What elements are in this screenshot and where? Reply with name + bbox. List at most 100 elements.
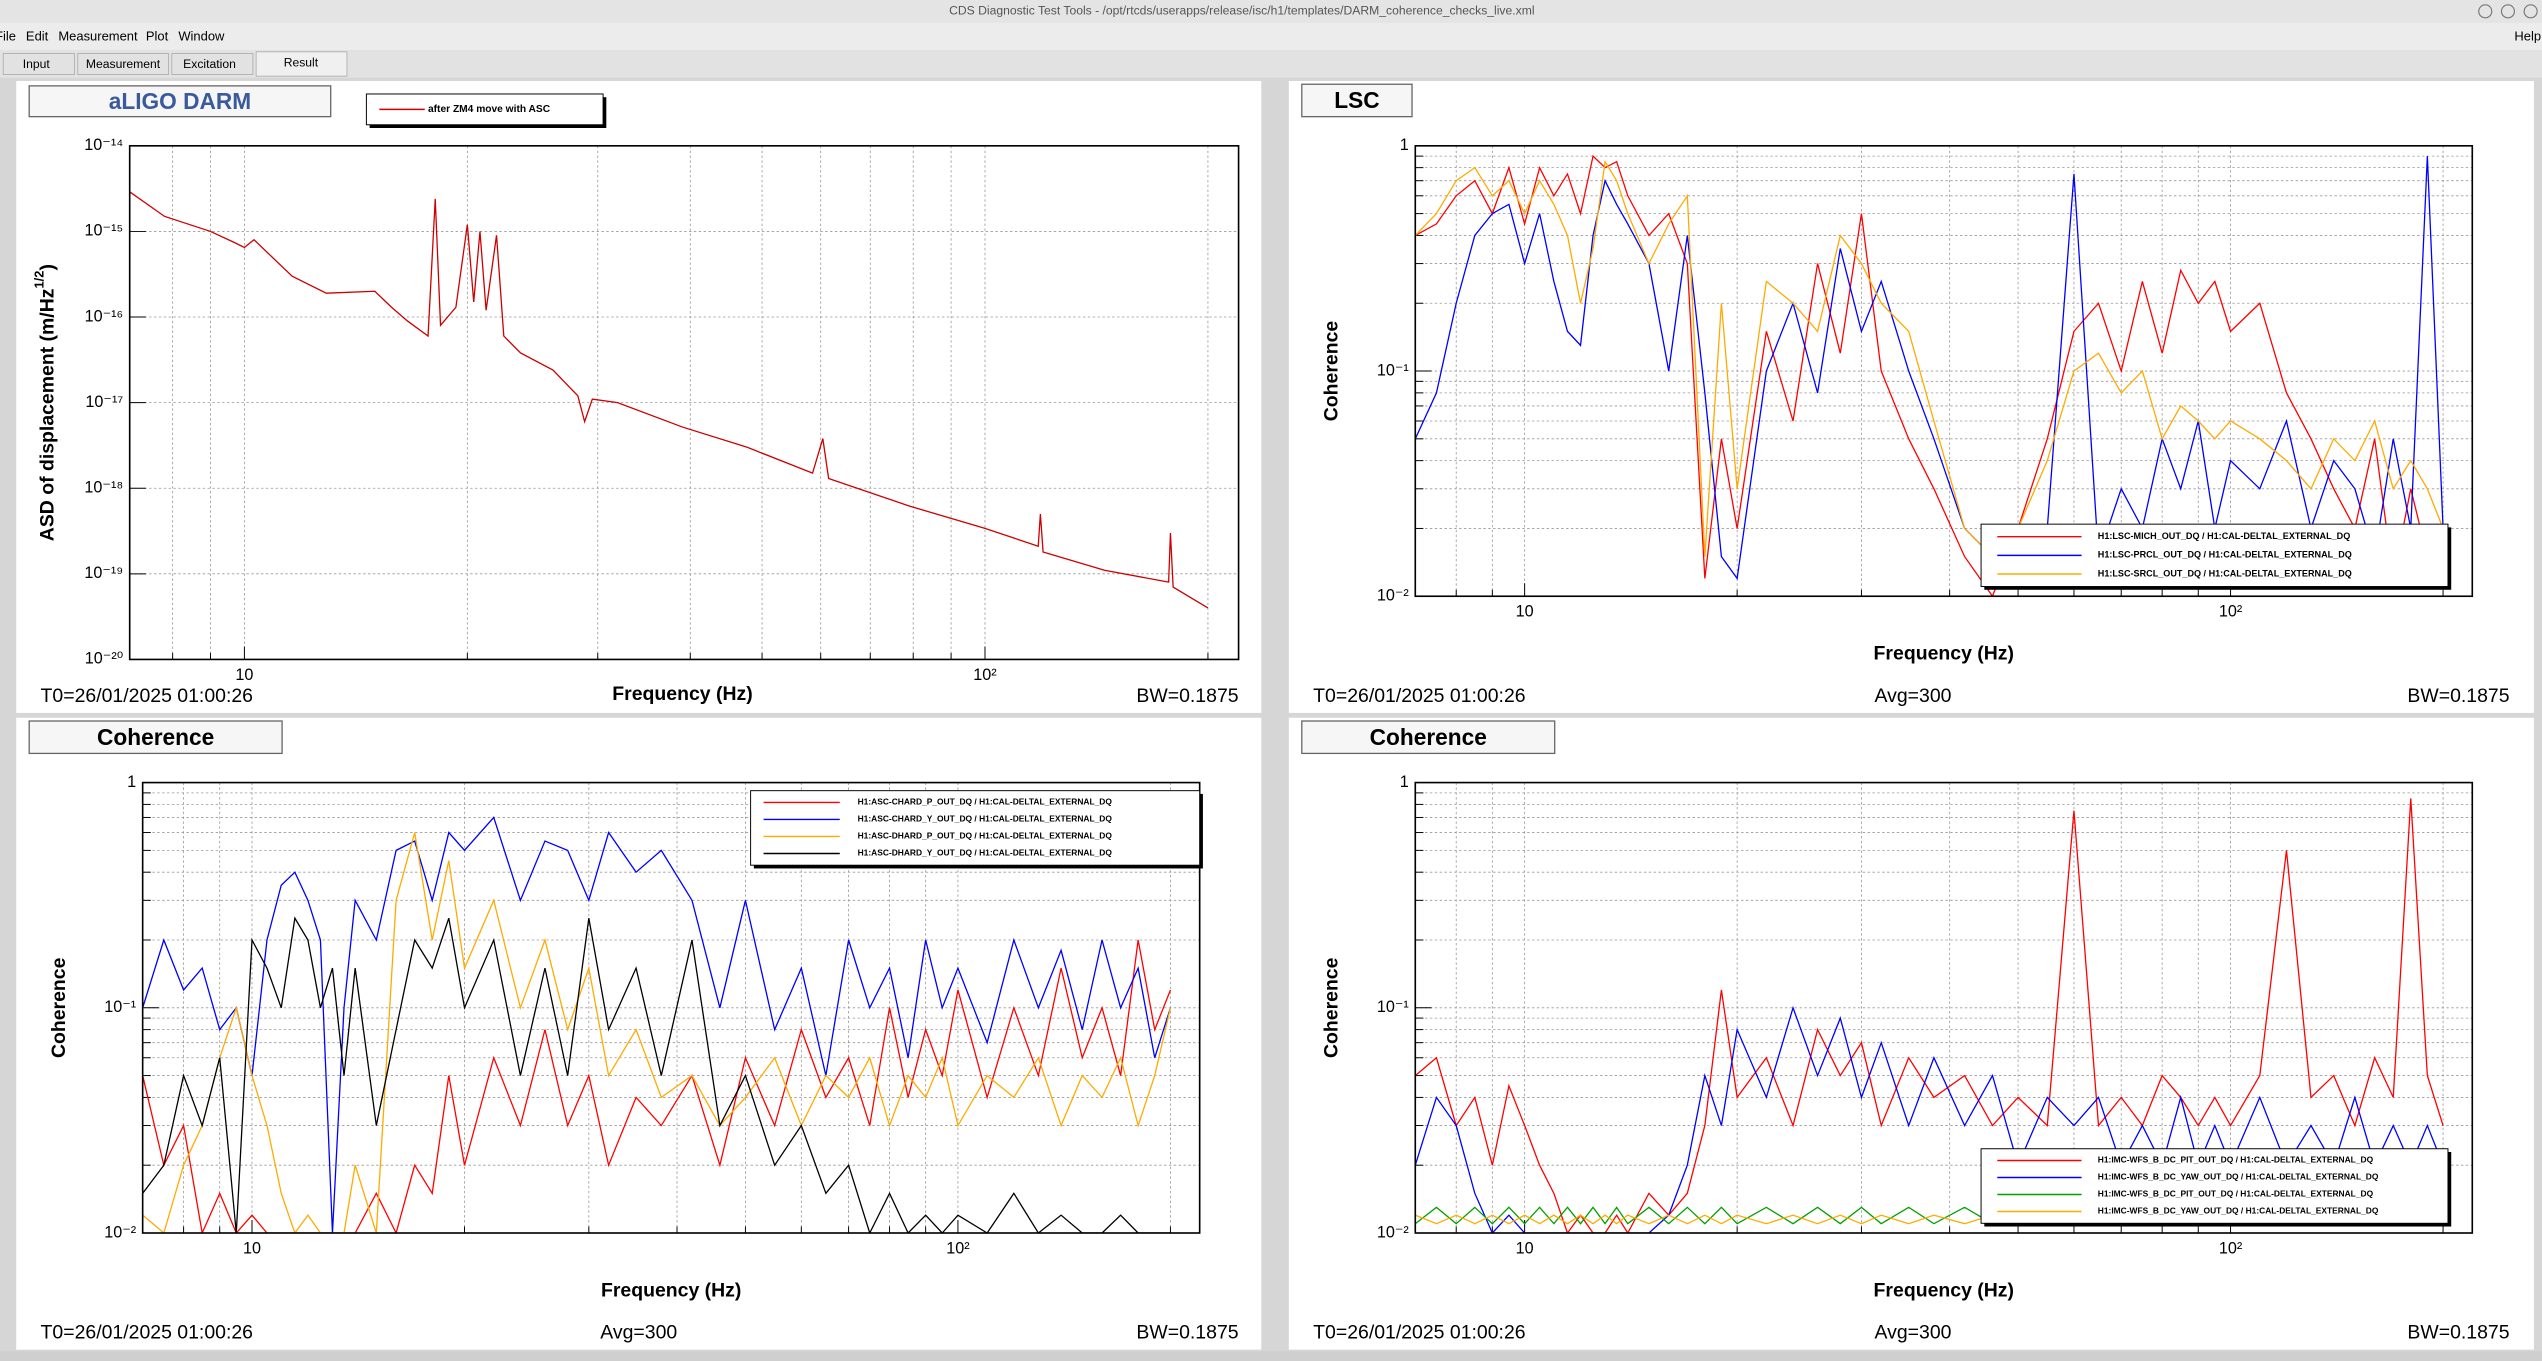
footer-bw: BW=0.1875	[1136, 685, 1238, 707]
menu-item[interactable]: Edit	[26, 29, 49, 44]
legend-label: H1:IMC-WFS_B_DC_PIT_OUT_DQ / H1:CAL-DELT…	[2098, 1189, 2374, 1199]
minimize-button[interactable]	[2478, 4, 2493, 19]
y-tick-label: 1	[127, 773, 136, 791]
tab[interactable]	[77, 53, 170, 75]
chart-title: LSC	[1334, 87, 1379, 113]
y-tick-label: 10⁻¹	[104, 998, 137, 1016]
x-tick-label: 10	[1516, 1239, 1534, 1257]
x-tick-label: 10²	[2219, 1239, 2243, 1257]
y-tick-label: 10⁻¹⁵	[85, 222, 124, 240]
chart-title: Coherence	[97, 724, 214, 750]
y-tick-label: 10⁻²	[104, 1223, 137, 1241]
series-line	[1415, 159, 2444, 558]
y-tick-label: 10⁻¹⁹	[84, 564, 123, 582]
series-line	[142, 816, 1172, 1234]
tab-selected[interactable]	[255, 51, 348, 77]
footer-avg: Avg=300	[600, 1322, 677, 1344]
x-tick-label: 10	[1516, 603, 1534, 621]
tab-label[interactable]: Excitation	[183, 57, 236, 71]
menu-item[interactable]: File	[0, 29, 16, 44]
x-axis-label: Frequency (Hz)	[601, 1279, 741, 1301]
menu-item[interactable]: Window	[178, 29, 225, 44]
footer-avg: Avg=300	[1875, 1322, 1952, 1344]
title-box	[28, 85, 332, 118]
plot-frame	[1414, 145, 2474, 598]
y-axis-label-part: Coherence	[48, 957, 70, 1058]
menu-item[interactable]: Plot	[146, 29, 169, 44]
y-axis-label-part: Coherence	[1321, 957, 1343, 1058]
title-box	[1301, 83, 1413, 118]
legend-label: after ZM4 move with ASC	[428, 104, 551, 115]
close-button[interactable]	[2523, 4, 2538, 19]
x-axis-label: Frequency (Hz)	[612, 683, 752, 705]
x-tick-label: 10²	[973, 666, 997, 684]
series-line	[1415, 1005, 2444, 1234]
menu-bar	[0, 22, 2542, 51]
legend-label: H1:IMC-WFS_B_DC_PIT_OUT_DQ / H1:CAL-DELT…	[2098, 1155, 2374, 1165]
chart-title: aLIGO DARM	[109, 88, 251, 114]
window-title: CDS Diagnostic Test Tools - /opt/rtcds/u…	[949, 4, 1534, 18]
series-line	[1415, 798, 2444, 1234]
tab[interactable]	[171, 53, 254, 75]
legend-label: H1:ASC-CHARD_P_OUT_DQ / H1:CAL-DELTAL_EX…	[858, 797, 1113, 807]
y-tick-label: 10⁻¹⁶	[85, 307, 124, 325]
tab-bar	[0, 50, 2542, 78]
y-tick-label: 10⁻¹⁴	[84, 136, 123, 154]
x-tick-label: 10²	[2219, 603, 2243, 621]
x-axis-label: Frequency (Hz)	[1874, 643, 2014, 665]
x-tick-label: 10	[243, 1239, 261, 1257]
y-tick-label: 10⁻²	[1377, 587, 1410, 605]
y-axis-label-part: Coherence	[1321, 321, 1343, 422]
series-line	[129, 191, 1209, 609]
footer-bw: BW=0.1875	[2407, 685, 2509, 707]
y-axis-label: Coherence	[1321, 957, 1343, 1058]
plot-frame	[141, 781, 1201, 1234]
chart-title: Coherence	[1370, 724, 1487, 750]
y-tick-label: 1	[1400, 136, 1409, 154]
series-line	[1415, 154, 2444, 597]
tab[interactable]	[2, 53, 75, 75]
x-tick-label: 10²	[946, 1239, 970, 1257]
footer-t0: T0=26/01/2025 01:00:26	[41, 685, 253, 707]
footer-t0: T0=26/01/2025 01:00:26	[41, 1322, 253, 1344]
menu-item[interactable]: Help	[2514, 29, 2541, 44]
legend-label: H1:LSC-MICH_OUT_DQ / H1:CAL-DELTAL_EXTER…	[2098, 531, 2350, 541]
y-axis-label: ASD of displacement (m/Hz1/2)	[32, 264, 59, 541]
menu-item[interactable]: Measurement	[58, 29, 138, 44]
y-axis-label-part: )	[37, 264, 59, 270]
y-tick-label: 10⁻¹	[1377, 998, 1410, 1016]
title-box	[28, 720, 283, 755]
footer-avg: Avg=300	[1875, 685, 1952, 707]
y-tick-label: 10⁻²⁰	[85, 650, 123, 668]
title-box	[1301, 720, 1556, 755]
tab-label[interactable]: Measurement	[86, 57, 161, 71]
legend-label: H1:IMC-WFS_B_DC_YAW_OUT_DQ / H1:CAL-DELT…	[2098, 1206, 2379, 1216]
y-tick-label: 10⁻¹⁸	[84, 479, 123, 497]
legend-label: H1:IMC-WFS_B_DC_YAW_OUT_DQ / H1:CAL-DELT…	[2098, 1172, 2379, 1182]
y-axis-label-part: ASD of displacement (m/Hz	[37, 288, 59, 541]
legend-label: H1:ASC-CHARD_Y_OUT_DQ / H1:CAL-DELTAL_EX…	[858, 814, 1113, 824]
y-axis-label-part: 1/2	[32, 271, 47, 289]
maximize-button[interactable]	[2500, 4, 2516, 19]
tab-label[interactable]: Result	[284, 55, 319, 69]
x-tick-label: 10	[235, 666, 253, 684]
y-tick-label: 10⁻¹	[1377, 361, 1410, 379]
plot-frame	[128, 145, 1240, 661]
series-line	[142, 939, 1172, 1234]
series-line	[1415, 156, 2444, 581]
y-tick-label: 10⁻²	[1377, 1223, 1410, 1241]
y-axis-label: Coherence	[1321, 321, 1343, 422]
y-tick-label: 10⁻¹⁷	[85, 393, 123, 411]
plot-frame	[1414, 781, 2474, 1234]
title-bar	[0, 0, 2542, 23]
footer-t0: T0=26/01/2025 01:00:26	[1313, 685, 1525, 707]
series-line	[142, 916, 1171, 1234]
series-line	[142, 832, 1172, 1234]
tab-label[interactable]: Input	[23, 57, 51, 71]
footer-t0: T0=26/01/2025 01:00:26	[1313, 1322, 1525, 1344]
x-axis-label: Frequency (Hz)	[1874, 1279, 2014, 1301]
y-tick-label: 1	[1400, 773, 1409, 791]
legend-label: H1:LSC-SRCL_OUT_DQ / H1:CAL-DELTAL_EXTER…	[2098, 568, 2352, 578]
footer-bw: BW=0.1875	[2407, 1322, 2509, 1344]
